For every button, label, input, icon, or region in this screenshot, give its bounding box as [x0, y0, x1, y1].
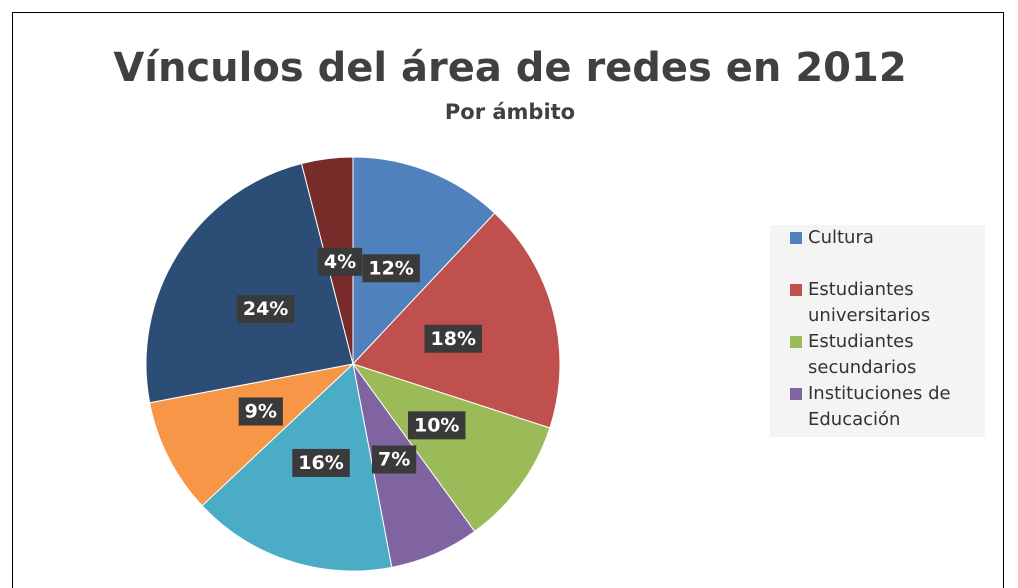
legend-label: Estudiantes universitarios [808, 279, 931, 326]
pie-slice [149, 363, 355, 507]
legend-item: Estudiantes universitarios [770, 277, 986, 329]
data-label-text: 9% [245, 400, 277, 422]
data-label-box [424, 324, 482, 353]
data-label-text: 12% [368, 257, 413, 279]
data-label-text: 7% [378, 448, 410, 470]
data-label: 18% [424, 324, 482, 353]
data-label-box [371, 445, 417, 474]
legend-swatch [790, 388, 802, 400]
data-label-box [236, 295, 295, 324]
pie-slice [145, 162, 354, 404]
pie-slice [351, 363, 551, 533]
data-label-text: 4% [324, 251, 356, 273]
data-label-text: 16% [298, 452, 343, 474]
legend: Cultura Estudiantes universitarios Estudia… [770, 225, 985, 437]
data-label-box [362, 254, 420, 283]
data-label-box [407, 411, 466, 440]
legend-label: Estudiantes secundarios [808, 331, 917, 378]
data-label-box [317, 247, 363, 276]
legend-swatch [790, 336, 802, 348]
data-label-text: 18% [431, 328, 476, 350]
data-label: 9% [238, 397, 283, 426]
pie-slice [352, 212, 561, 429]
legend-label: Instituciones de Educación [808, 383, 951, 430]
data-label: 4% [317, 247, 363, 276]
legend-swatch [790, 232, 802, 244]
chart-title: Vínculos del área de redes en 2012 [113, 45, 906, 91]
data-label: 7% [371, 445, 417, 474]
pie-slice [352, 156, 496, 366]
legend-label: Cultura [808, 227, 874, 248]
legend-item: Estudiantes secundarios [770, 329, 986, 381]
data-label-text: 24% [243, 298, 288, 320]
chart-subtitle: Por ámbito [445, 100, 575, 124]
legend-item: Instituciones de Educación [770, 381, 986, 433]
data-label-box [292, 448, 350, 477]
data-label-text: 10% [414, 414, 459, 436]
chart-frame [12, 12, 1004, 588]
data-label: 24% [236, 295, 295, 324]
data-label: 16% [292, 448, 350, 477]
data-label: 10% [407, 411, 466, 440]
legend-item: Cultura [770, 225, 986, 277]
data-label: 12% [362, 254, 420, 283]
legend-swatch [790, 284, 802, 296]
data-label-box [238, 397, 283, 426]
